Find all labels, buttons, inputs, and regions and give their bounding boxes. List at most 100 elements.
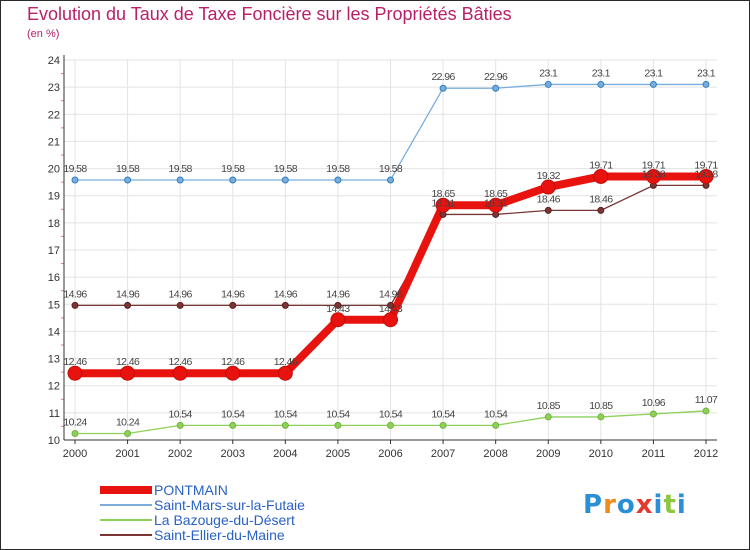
- data-label: 19.71: [589, 159, 613, 171]
- data-label: 12.46: [274, 356, 298, 368]
- y-tick-label: 12: [48, 381, 60, 393]
- y-tick-label: 17: [48, 245, 60, 257]
- data-point: [124, 301, 132, 309]
- legend: PONTMAIN Saint-Mars-sur-la-Futaie La Baz…: [100, 482, 305, 543]
- data-label: 12.46: [221, 356, 245, 368]
- y-tick-label: 10: [48, 435, 60, 447]
- data-label: 19.58: [221, 163, 245, 175]
- data-point: [71, 429, 79, 437]
- data-label: 19.38: [694, 168, 718, 180]
- data-point: [277, 365, 293, 381]
- data-point: [71, 301, 79, 309]
- logo-letter: i: [653, 490, 664, 520]
- x-tick-label: 2005: [326, 448, 350, 460]
- x-tick-label: 2002: [168, 448, 192, 460]
- data-label: 12.46: [169, 356, 193, 368]
- logo-letter: x: [635, 490, 654, 520]
- data-label: 14.96: [326, 288, 350, 300]
- data-point: [649, 80, 657, 88]
- legend-swatch-saint-mars: [100, 503, 152, 506]
- x-tick-label: 2012: [694, 448, 718, 460]
- data-label: 10.54: [326, 408, 350, 420]
- data-label: 10.85: [537, 400, 561, 412]
- data-point: [645, 168, 661, 184]
- data-point: [172, 365, 188, 381]
- data-point: [544, 206, 552, 214]
- data-point: [383, 312, 398, 328]
- y-axis-unit: (en %): [27, 28, 60, 40]
- x-tick-label: 2011: [642, 448, 666, 460]
- data-point: [229, 421, 237, 429]
- data-point: [120, 365, 136, 381]
- data-point: [702, 407, 710, 415]
- data-label: 23.1: [644, 67, 663, 79]
- data-label: 14.96: [274, 288, 298, 300]
- x-tick-label: 2004: [273, 448, 297, 460]
- legend-item-saint-ellier: Saint-Ellier-du-Maine: [100, 526, 305, 543]
- data-point: [330, 312, 346, 328]
- legend-label-la-bazouge: La Bazouge-du-Désert: [154, 511, 295, 528]
- data-label: 19.71: [694, 159, 718, 171]
- data-label: 10.54: [484, 408, 508, 420]
- y-tick-label: 20: [48, 164, 60, 176]
- data-point: [597, 206, 605, 214]
- x-tick-label: 2009: [536, 448, 560, 460]
- data-label: 10.54: [169, 408, 193, 420]
- data-point: [229, 176, 237, 184]
- data-point: [387, 176, 394, 184]
- data-label: 10.24: [63, 416, 87, 428]
- x-tick-label: 2010: [589, 448, 613, 460]
- data-point: [334, 176, 342, 184]
- logo-letter: t: [663, 490, 677, 520]
- data-label: 19.58: [63, 163, 87, 175]
- y-tick-label: 11: [49, 408, 60, 420]
- data-label: 18.46: [537, 193, 561, 205]
- data-point: [435, 197, 451, 213]
- x-tick-label: 2003: [221, 448, 245, 460]
- data-label: 10.85: [589, 400, 613, 412]
- data-point: [439, 421, 447, 429]
- data-point: [176, 421, 184, 429]
- data-label: 10.96: [642, 397, 666, 409]
- data-point: [67, 365, 83, 381]
- data-label: 10.54: [379, 408, 403, 420]
- data-label: 19.58: [169, 163, 193, 175]
- data-label: 14.96: [169, 288, 193, 300]
- data-label: 19.58: [274, 163, 298, 175]
- logo-letter: r: [603, 490, 617, 520]
- data-point: [176, 176, 184, 184]
- logo-letter: P: [583, 490, 604, 520]
- data-point: [597, 413, 605, 421]
- data-label: 14.96: [379, 288, 403, 300]
- y-tick-label: 16: [48, 272, 60, 284]
- legend-label-saint-ellier: Saint-Ellier-du-Maine: [154, 526, 285, 543]
- data-label: 18.65: [484, 188, 508, 200]
- data-point: [593, 168, 609, 184]
- legend-label-saint-mars: Saint-Mars-sur-la-Futaie: [154, 496, 305, 513]
- data-label: 23.1: [539, 67, 558, 79]
- data-label: 10.24: [116, 416, 140, 428]
- data-point: [544, 413, 552, 421]
- data-point: [488, 197, 504, 213]
- data-label: 14.43: [326, 303, 350, 315]
- x-tick-label: 2000: [63, 448, 87, 460]
- y-tick-label: 19: [48, 191, 60, 203]
- data-point: [71, 176, 79, 184]
- data-label: 14.96: [116, 288, 140, 300]
- logo-letter: o: [616, 490, 636, 520]
- data-point: [176, 301, 184, 309]
- data-point: [492, 421, 500, 429]
- legend-item-la-bazouge: La Bazouge-du-Désert: [100, 511, 305, 528]
- data-label: 19.71: [642, 159, 666, 171]
- legend-swatch-pontmain: [100, 485, 152, 494]
- data-label: 12.46: [63, 356, 87, 368]
- data-label: 10.54: [274, 408, 298, 420]
- data-label: 19.58: [326, 163, 350, 175]
- logo-letter: i: [676, 490, 687, 520]
- data-point: [281, 176, 289, 184]
- data-point: [492, 84, 500, 92]
- legend-item-pontmain: PONTMAIN: [100, 482, 305, 498]
- data-label: 19.38: [642, 168, 666, 180]
- y-tick-label: 21: [48, 136, 60, 148]
